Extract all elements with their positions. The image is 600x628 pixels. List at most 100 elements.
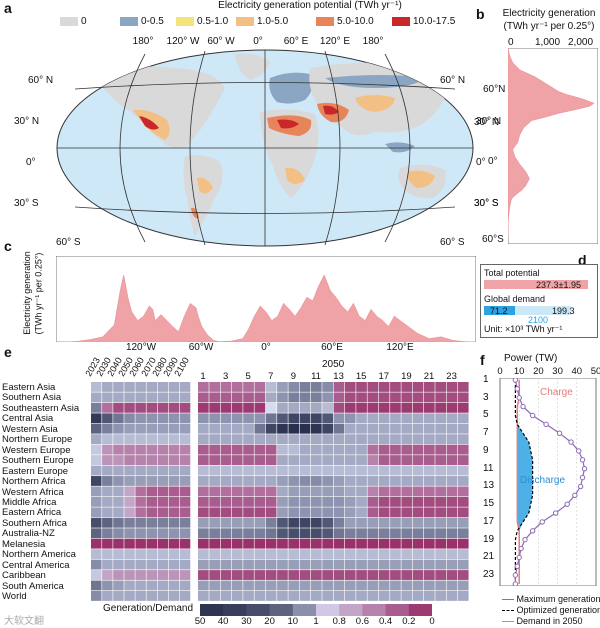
hourly-cell [220, 517, 232, 528]
hourly-cell [356, 476, 367, 486]
hourly-cell [424, 434, 435, 445]
hourly-cell [457, 549, 469, 560]
legend-max-generation: Maximum generation [502, 594, 600, 604]
heatmap-hourly-2050 [198, 382, 469, 601]
panel-c-chart [56, 256, 476, 342]
hourly-cell [265, 423, 277, 434]
annual-cell [135, 528, 146, 539]
annual-cell [91, 444, 102, 455]
hourly-cell [424, 423, 435, 434]
annual-cell [102, 382, 113, 392]
panel-c-label: c [4, 238, 12, 254]
hourly-cell [322, 507, 333, 518]
annual-cell [168, 570, 180, 580]
hourly-cell [220, 549, 232, 560]
max-generation-point [512, 378, 519, 383]
annual-cell [157, 570, 169, 580]
greenland [235, 53, 270, 80]
hourly-cell [378, 549, 390, 560]
hourly-cell [457, 382, 469, 392]
hourly-cell [254, 549, 266, 560]
legend-max-swatch [502, 599, 514, 601]
hourly-cell [435, 423, 446, 434]
hourly-cell [333, 455, 345, 465]
lat-left-30s: 30° S [14, 198, 39, 209]
hourly-cell [220, 538, 232, 549]
annual-cell [157, 392, 169, 403]
hourly-cell [220, 591, 232, 601]
hourly-cell [344, 591, 356, 601]
annual-cell [113, 507, 124, 518]
hourly-cell [311, 528, 322, 539]
hourly-cell [367, 465, 379, 476]
hourly-cell [277, 570, 288, 580]
panel-f-xtick-50: 50 [590, 366, 600, 377]
hourly-cell [412, 517, 424, 528]
hour-label-17: 17 [378, 371, 390, 382]
hourly-cell [277, 402, 288, 413]
hourly-cell [356, 517, 367, 528]
panel-b-lat-30s: 30° S [474, 198, 499, 209]
hourly-cell [446, 570, 458, 580]
region-australia-nz: Australia-NZ [2, 528, 55, 540]
hourly-cell [401, 486, 413, 497]
hourly-cell [231, 486, 243, 497]
hourly-cell [231, 382, 243, 392]
demand-2100-value: 199.3 [552, 306, 575, 316]
hourly-cell [243, 580, 254, 591]
hourly-cell [457, 392, 469, 403]
annual-cell [91, 549, 102, 560]
hourly-cell [311, 486, 322, 497]
annual-cell [102, 517, 113, 528]
annual-cell [168, 434, 180, 445]
hourly-cell [367, 413, 379, 424]
hourly-cell [277, 423, 288, 434]
annual-cell [179, 476, 191, 486]
map-legend-item-1: 0-0.5 [120, 16, 164, 27]
hourly-cell [378, 559, 390, 570]
hourly-cell [390, 434, 401, 445]
total-potential-label: Total potential [484, 268, 540, 278]
hourly-cell [457, 570, 469, 580]
hourly-cell [401, 570, 413, 580]
hourly-cell [322, 559, 333, 570]
colorbar-title: Generation/Demand [103, 603, 194, 614]
hourly-cell [446, 455, 458, 465]
colorbar-segment [362, 604, 387, 616]
hourly-cell [356, 423, 367, 434]
legend-optimized-generation: Optimized generation [502, 605, 600, 615]
hourly-cell [231, 444, 243, 455]
panel-f-hour-3: 3 [483, 391, 489, 403]
hourly-cell [378, 486, 390, 497]
annual-cell [146, 591, 157, 601]
annual-cell [124, 559, 135, 570]
annual-cell [135, 402, 146, 413]
hourly-cell [231, 476, 243, 486]
max-generation-point [529, 528, 536, 534]
hourly-cell [311, 476, 322, 486]
region-northern-america: Northern America [2, 549, 76, 561]
hourly-cell [390, 580, 401, 591]
hourly-cell [344, 549, 356, 560]
hourly-cell [435, 549, 446, 560]
hourly-cell [390, 591, 401, 601]
hourly-cell [333, 402, 345, 413]
annual-cell [135, 496, 146, 507]
annual-cell [113, 570, 124, 580]
hourly-cell [412, 423, 424, 434]
annual-cell [168, 549, 180, 560]
max-generation-point [516, 554, 522, 561]
hourly-cell [322, 465, 333, 476]
annual-cell [113, 476, 124, 486]
annual-cell [168, 455, 180, 465]
annual-cell [157, 423, 169, 434]
hourly-cell [277, 382, 288, 392]
hourly-cell [435, 570, 446, 580]
max-generation-point [581, 465, 588, 472]
annual-cell [179, 591, 191, 601]
hourly-cell [412, 434, 424, 445]
hourly-cell [367, 455, 379, 465]
hourly-cell [231, 455, 243, 465]
max-generation-point [556, 430, 563, 436]
hourly-cell [265, 580, 277, 591]
